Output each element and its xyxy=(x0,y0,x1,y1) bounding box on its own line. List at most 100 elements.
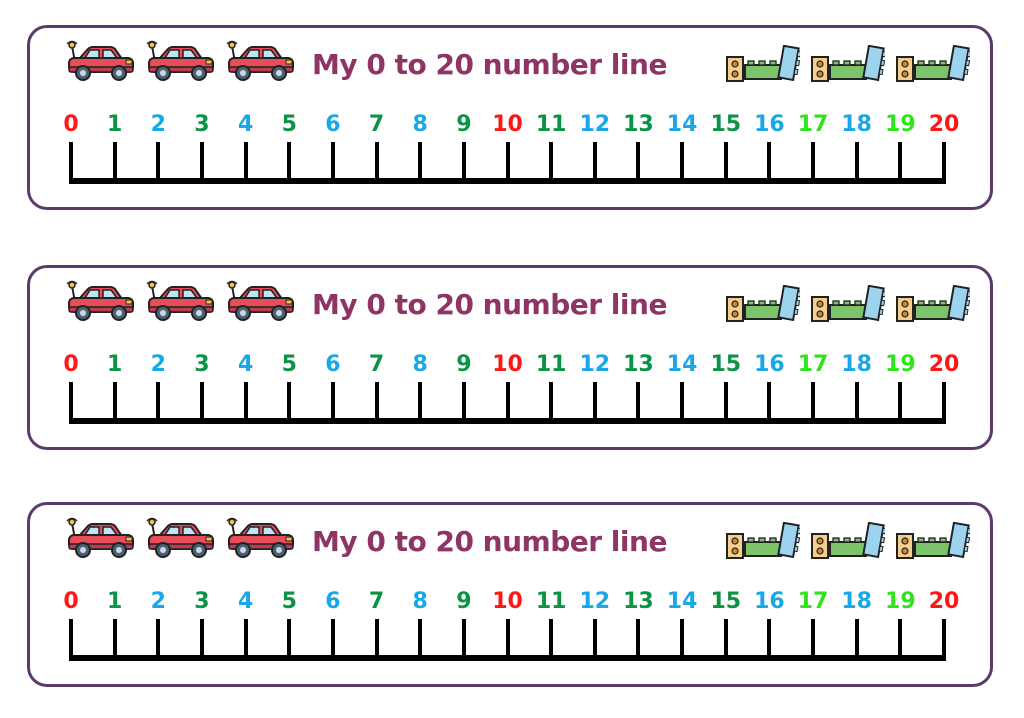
number-label: 9 xyxy=(456,112,472,137)
toy-building-blocks-icon xyxy=(810,44,887,87)
number-label: 4 xyxy=(237,352,254,377)
number-label: 9 xyxy=(456,352,472,377)
number-label: 15 xyxy=(710,352,742,377)
tick-mark xyxy=(374,619,379,661)
toy-car-icon xyxy=(146,40,216,88)
tick-mark xyxy=(898,382,903,424)
number-label: 14 xyxy=(666,352,698,377)
page-title: My 0 to 20 number line xyxy=(312,48,667,81)
toy-car-icon xyxy=(66,280,136,328)
card-header: My 0 to 20 number line xyxy=(30,268,990,358)
tick-mark xyxy=(592,619,597,661)
tick-mark xyxy=(287,142,292,184)
tick-mark xyxy=(680,142,685,184)
tick-mark xyxy=(723,619,728,661)
number-label: 8 xyxy=(412,352,428,377)
number-label: 11 xyxy=(535,352,567,377)
car-icons xyxy=(66,280,296,328)
number-label: 15 xyxy=(710,589,742,614)
number-label: 19 xyxy=(885,112,916,137)
tick-mark xyxy=(592,142,597,184)
number-line: 0 1 2 3 4 5 6 7 8 9 10 11 12 13 14 15 16 17 18 19 20 xyxy=(30,505,990,684)
number-label: 14 xyxy=(666,112,698,137)
tick-mark xyxy=(156,382,161,424)
number-label: 17 xyxy=(797,112,829,137)
tick-mark xyxy=(69,619,73,661)
number-label: 7 xyxy=(368,352,385,377)
tick-mark xyxy=(112,382,117,424)
tick-mark xyxy=(69,142,73,184)
page-title: My 0 to 20 number line xyxy=(312,525,667,558)
number-label: 5 xyxy=(281,589,297,614)
tick-mark xyxy=(723,382,728,424)
toy-building-blocks-icon xyxy=(725,521,802,564)
toy-building-blocks-icon xyxy=(895,521,972,564)
number-label: 10 xyxy=(492,112,523,137)
tick-mark xyxy=(680,382,685,424)
block-icons xyxy=(725,521,972,564)
number-label: 7 xyxy=(368,589,385,614)
number-label: 13 xyxy=(623,112,654,137)
number-label: 1 xyxy=(106,352,123,377)
tick-mark xyxy=(156,619,161,661)
tick-mark xyxy=(767,142,772,184)
toy-car-icon xyxy=(226,40,296,88)
tick-mark xyxy=(854,619,859,661)
tick-mark xyxy=(811,142,816,184)
toy-car-icon xyxy=(146,280,216,328)
number-label: 17 xyxy=(797,352,829,377)
tick-mark xyxy=(461,619,466,661)
number-label: 1 xyxy=(106,112,123,137)
toy-building-blocks-icon xyxy=(895,284,972,327)
tick-mark xyxy=(374,382,379,424)
number-label: 9 xyxy=(456,589,472,614)
number-label: 16 xyxy=(754,589,785,614)
number-label: 11 xyxy=(535,589,567,614)
card-header: My 0 to 20 number line xyxy=(30,505,990,595)
tick-mark xyxy=(330,382,335,424)
tick-mark xyxy=(549,619,554,661)
tick-mark xyxy=(592,382,597,424)
number-label: 13 xyxy=(623,589,654,614)
number-label: 3 xyxy=(194,589,210,614)
number-label: 2 xyxy=(150,589,166,614)
number-label: 12 xyxy=(579,352,611,377)
tick-mark xyxy=(898,619,903,661)
tick-mark xyxy=(243,142,248,184)
tick-mark xyxy=(942,619,946,661)
tick-mark xyxy=(723,142,728,184)
page-title: My 0 to 20 number line xyxy=(312,288,667,321)
tick-mark xyxy=(636,142,641,184)
tick-mark xyxy=(418,619,423,661)
tick-mark xyxy=(767,382,772,424)
number-label: 17 xyxy=(797,589,829,614)
tick-mark xyxy=(330,142,335,184)
tick-mark xyxy=(505,142,510,184)
number-label: 0 xyxy=(63,589,79,614)
number-line-card: My 0 to 20 number line 0 1 2 3 4 5 6 7 8 9 10 11 12 1… xyxy=(27,502,993,687)
number-label: 14 xyxy=(666,589,698,614)
toy-building-blocks-icon xyxy=(725,44,802,87)
number-label: 13 xyxy=(623,352,654,377)
tick-mark xyxy=(811,382,816,424)
tick-mark xyxy=(287,382,292,424)
tick-mark xyxy=(199,619,204,661)
number-label: 6 xyxy=(325,352,341,377)
tick-mark xyxy=(199,382,204,424)
tick-mark xyxy=(811,619,816,661)
number-line-card: My 0 to 20 number line 0 1 2 3 4 5 6 7 8 9 10 11 12 1… xyxy=(27,265,993,450)
number-label: 16 xyxy=(754,112,785,137)
number-label: 11 xyxy=(535,112,567,137)
tick-mark xyxy=(549,142,554,184)
number-label: 15 xyxy=(710,112,742,137)
number-label: 19 xyxy=(885,589,916,614)
tick-mark xyxy=(112,619,117,661)
number-label: 18 xyxy=(841,589,872,614)
number-label: 6 xyxy=(325,589,341,614)
tick-mark xyxy=(461,382,466,424)
block-icons xyxy=(725,284,972,327)
tick-mark xyxy=(854,382,859,424)
car-icons xyxy=(66,40,296,88)
number-label: 0 xyxy=(63,352,79,377)
number-label: 4 xyxy=(237,589,254,614)
